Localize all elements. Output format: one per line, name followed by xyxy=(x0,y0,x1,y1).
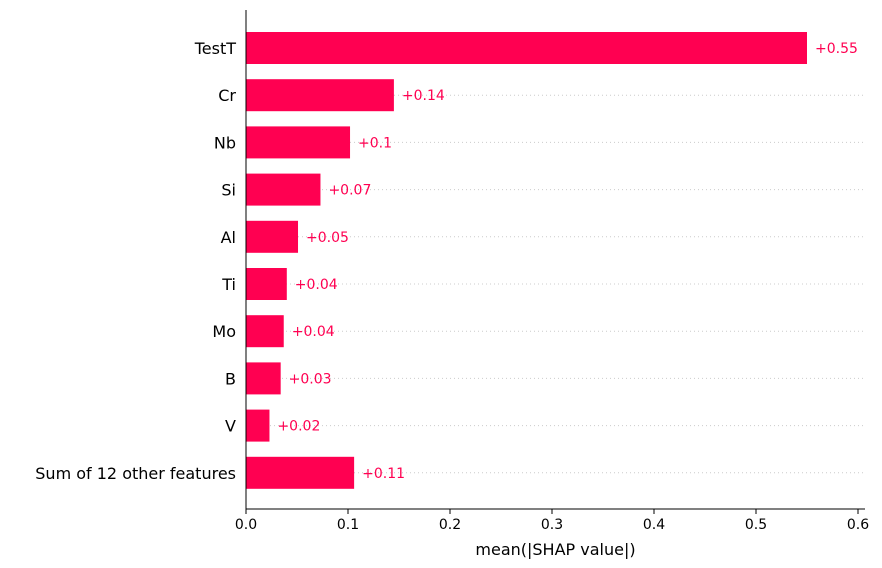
feature-label: Sum of 12 other features xyxy=(35,464,236,483)
feature-labels: TestT Cr Nb Si Al Ti Mo B V Sum of 12 other featu… xyxy=(35,39,236,483)
value-label: +0.04 xyxy=(292,324,335,340)
value-label: +0.1 xyxy=(358,135,392,151)
feature-label: Al xyxy=(221,228,236,247)
x-tick-label: 0.5 xyxy=(745,517,767,533)
value-label: +0.11 xyxy=(362,466,405,482)
feature-label: V xyxy=(225,417,236,436)
bar xyxy=(246,315,284,348)
feature-label: TestT xyxy=(194,39,237,58)
value-label: +0.07 xyxy=(328,183,371,199)
bar xyxy=(246,268,287,300)
bar xyxy=(246,32,807,64)
bar xyxy=(246,173,321,206)
bars xyxy=(246,32,807,489)
x-tick-label: 0.2 xyxy=(439,517,461,533)
value-label: +0.04 xyxy=(295,277,338,293)
value-label: +0.02 xyxy=(277,419,320,435)
x-tick-label: 0.1 xyxy=(337,517,359,533)
value-labels: +0.55 +0.14 +0.1 +0.07 +0.05 +0.04 +0.04 +0.03 +… xyxy=(277,41,857,482)
bar xyxy=(246,126,351,159)
x-tick-label: 0.0 xyxy=(235,517,257,533)
x-tick-label: 0.4 xyxy=(643,517,665,533)
value-label: +0.14 xyxy=(402,88,445,104)
feature-label: Mo xyxy=(212,322,236,341)
feature-label: Si xyxy=(221,181,236,200)
feature-label: Nb xyxy=(214,133,236,152)
value-label: +0.03 xyxy=(289,371,332,387)
x-tick-label: 0.6 xyxy=(847,517,869,533)
bar xyxy=(246,362,281,395)
bar xyxy=(246,456,355,489)
value-label: +0.05 xyxy=(306,230,349,246)
feature-label: Ti xyxy=(221,275,236,294)
axes xyxy=(245,10,865,510)
bar xyxy=(246,79,394,112)
x-axis-title: mean(|SHAP value|) xyxy=(475,540,635,559)
x-tick-label: 0.3 xyxy=(541,517,563,533)
bar xyxy=(246,220,299,253)
x-ticks: 0.0 0.1 0.2 0.3 0.4 0.5 0.6 xyxy=(235,509,869,533)
bar xyxy=(246,409,270,442)
feature-label: B xyxy=(225,369,236,388)
feature-label: Cr xyxy=(218,86,236,105)
value-label: +0.55 xyxy=(815,41,858,57)
